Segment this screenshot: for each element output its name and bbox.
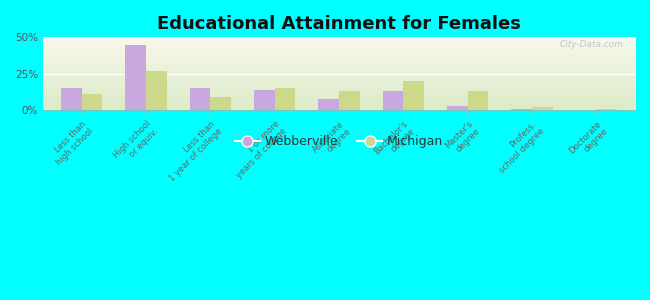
Bar (383, 91, 404, 110)
Bar (512, 109, 532, 110)
Legend: Webberville, Michigan: Webberville, Michigan (229, 130, 448, 153)
Bar (211, 97, 231, 110)
Bar (275, 88, 295, 110)
Bar (82, 94, 102, 110)
Title: Educational Attainment for Females: Educational Attainment for Females (157, 15, 521, 33)
Bar (254, 90, 275, 110)
Text: City-Data.com: City-Data.com (559, 40, 623, 49)
Bar (404, 81, 424, 110)
Bar (318, 98, 339, 110)
Bar (468, 91, 488, 110)
Bar (532, 107, 552, 110)
Bar (447, 106, 468, 110)
Bar (190, 88, 211, 110)
Bar (61, 88, 82, 110)
Bar (597, 109, 617, 110)
Bar (339, 91, 359, 110)
Bar (125, 45, 146, 110)
Bar (146, 71, 166, 110)
